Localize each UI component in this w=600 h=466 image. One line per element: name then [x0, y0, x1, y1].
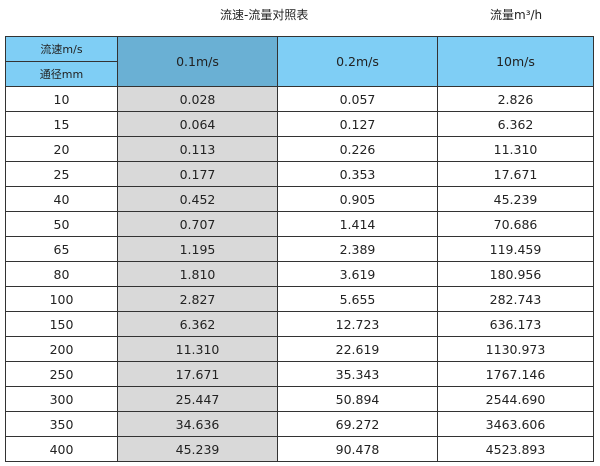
diameter-cell: 150 — [5, 311, 118, 337]
table-row: 65 1.195 2.389 119.459 — [5, 236, 594, 262]
diameter-cell: 200 — [5, 336, 118, 362]
diameter-cell: 100 — [5, 286, 118, 312]
flow-cell: 2.827 — [117, 286, 278, 312]
flow-cell: 45.239 — [117, 436, 278, 462]
diameter-cell: 300 — [5, 386, 118, 412]
flow-cell: 119.459 — [437, 236, 594, 262]
flow-cell: 0.028 — [117, 86, 278, 112]
flow-cell: 35.343 — [277, 361, 438, 387]
flow-cell: 34.636 — [117, 411, 278, 437]
flow-cell: 0.226 — [277, 136, 438, 162]
diameter-cell: 80 — [5, 261, 118, 287]
flow-cell: 2.389 — [277, 236, 438, 262]
velocity-flow-table: 流速m/s 0.1m/s 0.2m/s 10m/s 通径mm 10 0.028 0.… — [5, 36, 594, 462]
flow-cell: 0.452 — [117, 186, 278, 212]
flow-cell: 6.362 — [117, 311, 278, 337]
flow-cell: 2.826 — [437, 86, 594, 112]
flow-cell: 5.655 — [277, 286, 438, 312]
flow-cell: 6.362 — [437, 111, 594, 137]
diameter-cell: 15 — [5, 111, 118, 137]
diameter-cell: 40 — [5, 186, 118, 212]
flow-cell: 0.113 — [117, 136, 278, 162]
flow-cell: 0.177 — [117, 161, 278, 187]
table-row: 20 0.113 0.226 11.310 — [5, 136, 594, 162]
velocity-header: 流速m/s — [5, 36, 118, 62]
flow-cell: 11.310 — [117, 336, 278, 362]
flow-cell: 17.671 — [117, 361, 278, 387]
flow-cell: 2544.690 — [437, 386, 594, 412]
table-row: 40 0.452 0.905 45.239 — [5, 186, 594, 212]
header-row: 通径mm — [5, 61, 594, 87]
flow-cell: 180.956 — [437, 261, 594, 287]
flow-cell: 0.057 — [277, 86, 438, 112]
flow-cell: 1767.146 — [437, 361, 594, 387]
header-row: 流速m/s 0.1m/s 0.2m/s 10m/s — [5, 36, 594, 87]
flow-cell: 3.619 — [277, 261, 438, 287]
diameter-cell: 350 — [5, 411, 118, 437]
flow-cell: 4523.893 — [437, 436, 594, 462]
unit-label: 流量m³/h — [490, 8, 543, 22]
flow-cell: 90.478 — [277, 436, 438, 462]
flow-cell: 69.272 — [277, 411, 438, 437]
flow-cell: 17.671 — [437, 161, 594, 187]
flow-cell: 0.353 — [277, 161, 438, 187]
column-header: 0.2m/s — [277, 36, 438, 87]
flow-cell: 25.447 — [117, 386, 278, 412]
diameter-cell: 400 — [5, 436, 118, 462]
flow-cell: 3463.606 — [437, 411, 594, 437]
flow-cell: 50.894 — [277, 386, 438, 412]
flow-cell: 1.414 — [277, 211, 438, 237]
flow-cell: 0.064 — [117, 111, 278, 137]
table-row: 80 1.810 3.619 180.956 — [5, 261, 594, 287]
flow-cell: 1130.973 — [437, 336, 594, 362]
diameter-cell: 10 — [5, 86, 118, 112]
table-row: 15 0.064 0.127 6.362 — [5, 111, 594, 137]
diameter-cell: 65 — [5, 236, 118, 262]
table-title: 流速-流量对照表 — [220, 8, 309, 22]
flow-cell: 12.723 — [277, 311, 438, 337]
table-row: 50 0.707 1.414 70.686 — [5, 211, 594, 237]
flow-cell: 0.127 — [277, 111, 438, 137]
diameter-cell: 250 — [5, 361, 118, 387]
table-row: 400 45.239 90.478 4523.893 — [5, 436, 594, 462]
diameter-cell: 50 — [5, 211, 118, 237]
flow-cell: 1.810 — [117, 261, 278, 287]
flow-cell: 22.619 — [277, 336, 438, 362]
column-header: 10m/s — [437, 36, 594, 87]
flow-cell: 0.707 — [117, 211, 278, 237]
table-row: 25 0.177 0.353 17.671 — [5, 161, 594, 187]
flow-cell: 70.686 — [437, 211, 594, 237]
table-row: 100 2.827 5.655 282.743 — [5, 286, 594, 312]
flow-cell: 0.905 — [277, 186, 438, 212]
flow-cell: 636.173 — [437, 311, 594, 337]
table-row: 150 6.362 12.723 636.173 — [5, 311, 594, 337]
table-row: 10 0.028 0.057 2.826 — [5, 86, 594, 112]
flow-cell: 1.195 — [117, 236, 278, 262]
flow-cell: 282.743 — [437, 286, 594, 312]
diameter-cell: 20 — [5, 136, 118, 162]
flow-cell: 11.310 — [437, 136, 594, 162]
diameter-header: 通径mm — [5, 61, 118, 87]
diameter-cell: 25 — [5, 161, 118, 187]
table-row: 350 34.636 69.272 3463.606 — [5, 411, 594, 437]
table-row: 200 11.310 22.619 1130.973 — [5, 336, 594, 362]
flow-cell: 45.239 — [437, 186, 594, 212]
column-header: 0.1m/s — [117, 36, 278, 87]
table-row: 250 17.671 35.343 1767.146 — [5, 361, 594, 387]
table-row: 300 25.447 50.894 2544.690 — [5, 386, 594, 412]
